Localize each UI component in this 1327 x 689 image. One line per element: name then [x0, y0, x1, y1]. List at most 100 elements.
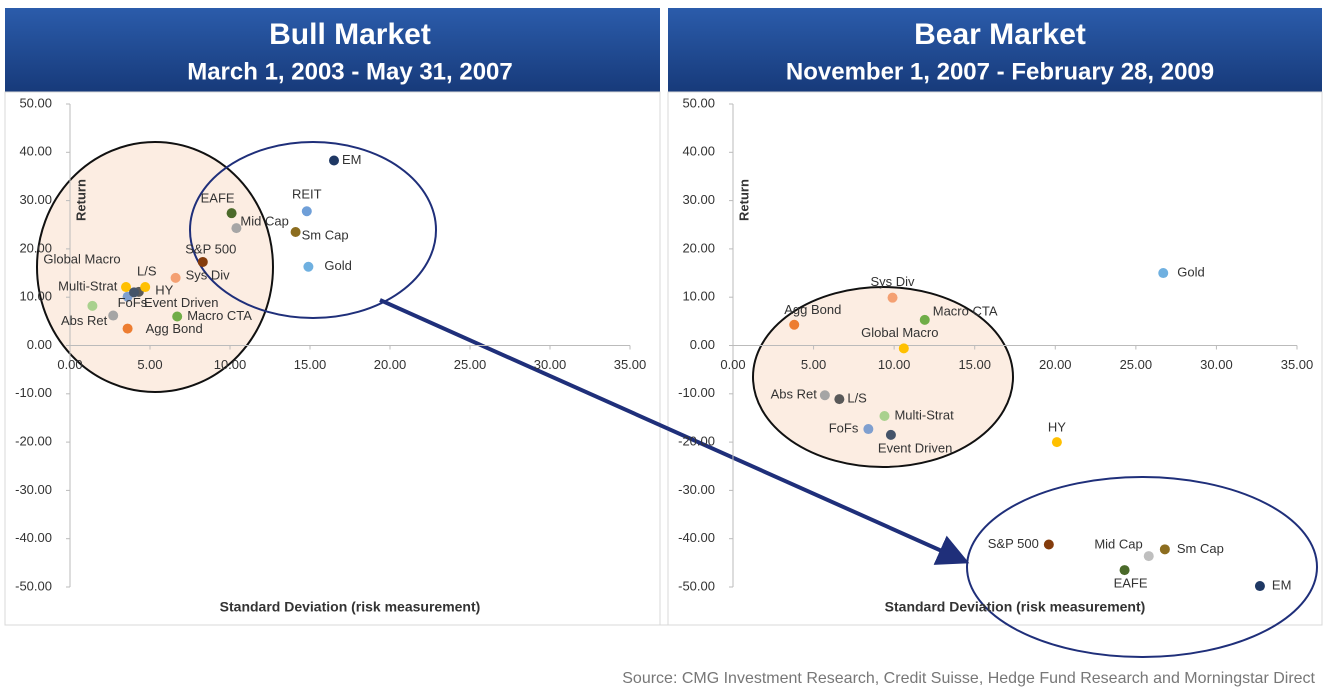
x-tick-label: 0.00 [57, 357, 82, 372]
x-axis-title: Standard Deviation (risk measurement) [220, 599, 481, 615]
chart-title: Bull Market [269, 18, 431, 51]
y-tick-label: -10.00 [15, 385, 52, 400]
point-label: Mid Cap [1094, 537, 1142, 552]
point [226, 208, 237, 219]
point-label: REIT [292, 187, 322, 202]
point-label: Sys Div [871, 274, 916, 289]
y-tick-label: -40.00 [15, 530, 52, 545]
x-tick-label: 25.00 [454, 357, 487, 372]
chart-subtitle: November 1, 2007 - February 28, 2009 [786, 58, 1214, 85]
chart-title: Bear Market [914, 18, 1086, 51]
x-tick-label: 30.00 [534, 357, 567, 372]
point [1143, 551, 1154, 562]
source-note: Source: CMG Investment Research, Credit … [622, 670, 1315, 687]
group-ellipse [752, 286, 1014, 468]
y-tick-label: -10.00 [678, 385, 715, 400]
y-tick-label: 20.00 [682, 240, 715, 255]
point-label: Event Driven [144, 295, 218, 310]
y-tick-label: -50.00 [15, 578, 52, 593]
point [834, 394, 845, 405]
point [1159, 544, 1170, 555]
x-tick-label: 0.00 [720, 357, 745, 372]
point-label: Abs Ret [61, 313, 108, 328]
point-label: EM [1272, 577, 1292, 592]
x-tick-label: 35.00 [1281, 357, 1314, 372]
point [172, 311, 183, 322]
point [919, 314, 930, 325]
point [197, 256, 208, 267]
point [170, 272, 181, 283]
x-tick-label: 10.00 [214, 357, 247, 372]
point [122, 323, 133, 334]
point [887, 292, 898, 303]
point-label: Agg Bond [784, 302, 841, 317]
y-tick-label: -50.00 [678, 578, 715, 593]
point [879, 411, 890, 422]
point [898, 343, 909, 354]
point-label: Gold [1177, 264, 1204, 279]
point-label: Macro CTA [187, 308, 252, 323]
point-label: EM [342, 152, 362, 167]
x-tick-label: 5.00 [801, 357, 826, 372]
y-tick-label: 0.00 [27, 337, 52, 352]
point-label: Macro CTA [933, 303, 998, 318]
point [121, 282, 131, 293]
point [1119, 565, 1130, 576]
point-label: Abs Ret [771, 387, 818, 402]
point-label: Global Macro [861, 325, 938, 340]
point-label: Sys Div [186, 267, 231, 282]
y-tick-label: -30.00 [678, 482, 715, 497]
point [1043, 539, 1054, 550]
point [129, 287, 139, 298]
point-label: Multi-Strat [58, 278, 118, 293]
y-tick-label: -20.00 [678, 434, 715, 449]
point [108, 310, 119, 321]
x-tick-label: 20.00 [374, 357, 407, 372]
y-axis-title: Return [736, 179, 751, 221]
point [1158, 268, 1169, 279]
group-ellipse [966, 476, 1318, 658]
point-label: EAFE [1114, 576, 1148, 591]
point [863, 424, 874, 435]
y-tick-label: 30.00 [19, 192, 52, 207]
point [1051, 437, 1062, 448]
y-tick-label: 40.00 [19, 144, 52, 159]
group-ellipse [189, 141, 437, 319]
header-right [668, 8, 1322, 92]
point-label: FoFs [118, 295, 148, 310]
point [885, 429, 896, 440]
x-tick-label: 15.00 [958, 357, 991, 372]
point [1254, 581, 1265, 592]
y-tick-label: 10.00 [682, 289, 715, 304]
y-tick-label: 20.00 [19, 240, 52, 255]
group-ellipse [36, 141, 274, 393]
point-label: Sm Cap [302, 227, 349, 242]
y-tick-label: -30.00 [15, 482, 52, 497]
point-label: Event Driven [878, 440, 952, 455]
x-tick-label: 10.00 [878, 357, 911, 372]
point [789, 319, 800, 330]
point [329, 155, 339, 166]
point-label: Sm Cap [1177, 541, 1224, 556]
point-label: Gold [324, 258, 351, 273]
point [290, 226, 301, 237]
point-label: Global Macro [43, 251, 120, 266]
y-tick-label: 50.00 [19, 95, 52, 110]
x-tick-label: 20.00 [1039, 357, 1072, 372]
point [301, 206, 312, 217]
x-tick-label: 15.00 [294, 357, 327, 372]
arrow [379, 298, 970, 565]
y-tick-label: 50.00 [682, 95, 715, 110]
point [87, 300, 98, 311]
point-label: L/S [847, 391, 867, 406]
point-label: S&P 500 [988, 536, 1039, 551]
point-label: S&P 500 [185, 241, 236, 256]
y-tick-label: 30.00 [682, 192, 715, 207]
y-axis-title: Return [73, 179, 88, 221]
y-tick-label: -20.00 [15, 434, 52, 449]
x-axis-title: Standard Deviation (risk measurement) [885, 599, 1146, 615]
point [231, 223, 242, 234]
point [819, 390, 830, 401]
y-tick-label: -40.00 [678, 530, 715, 545]
